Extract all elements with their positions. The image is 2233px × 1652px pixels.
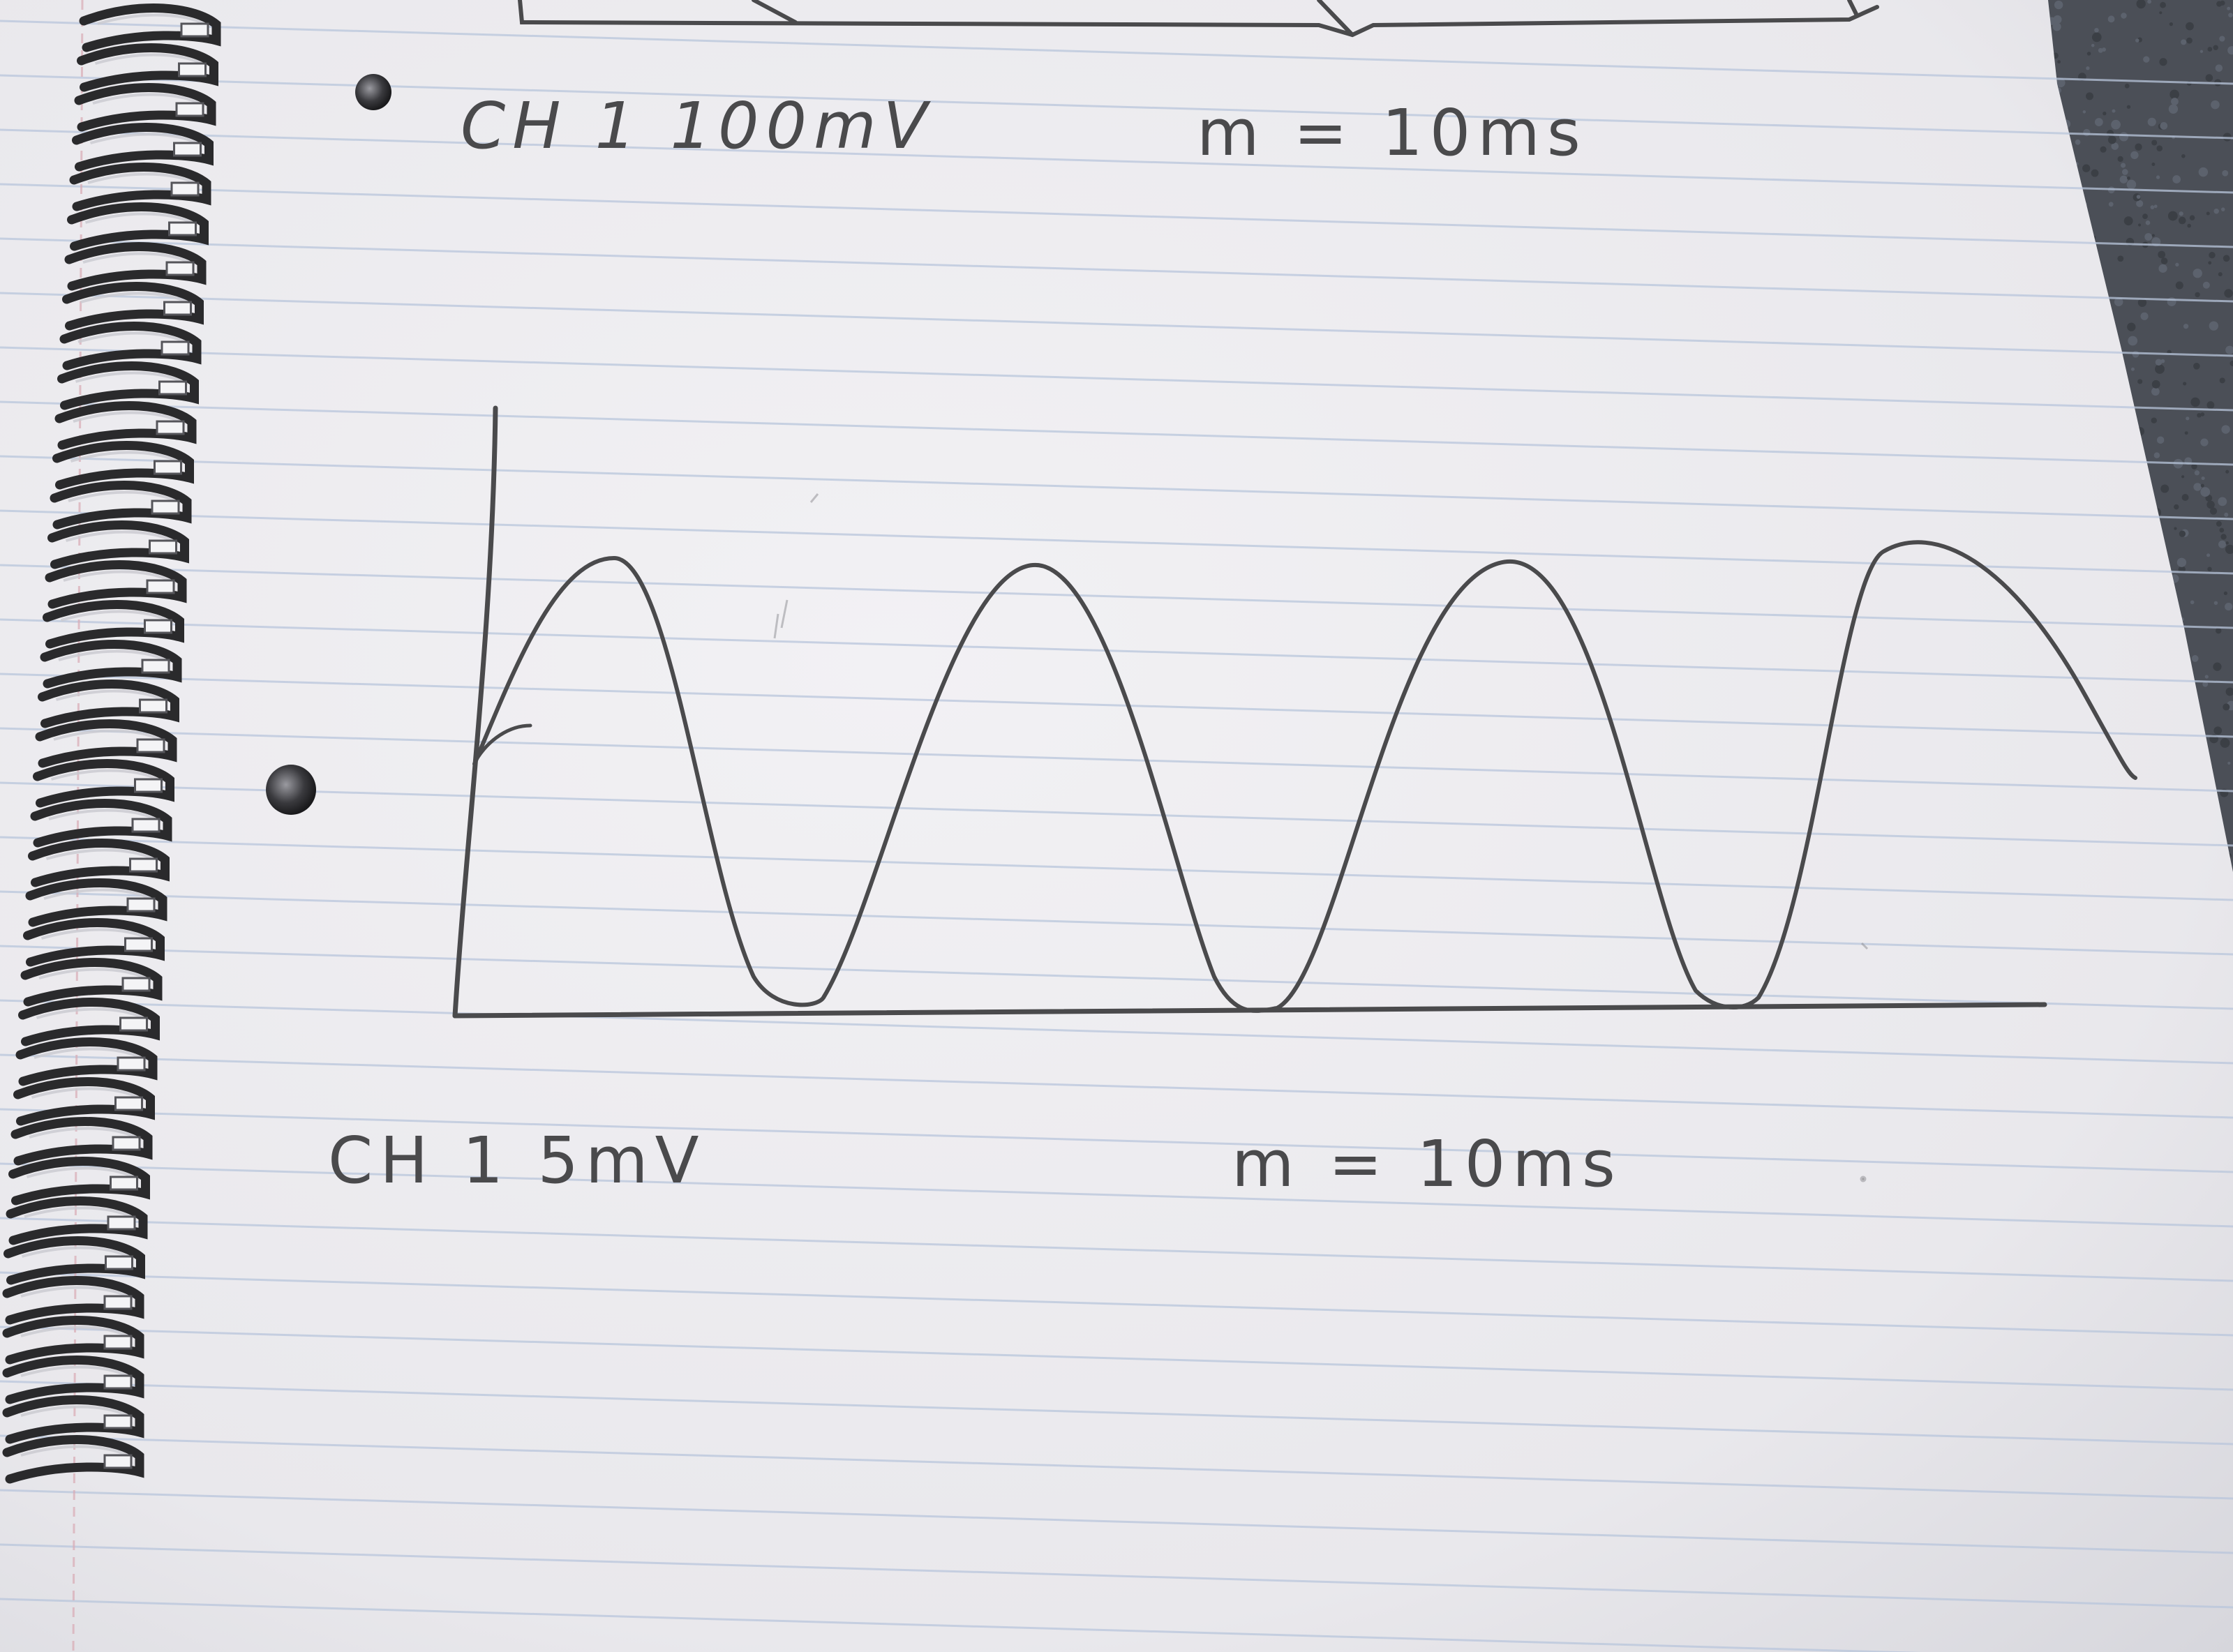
spiral-coil — [28, 839, 170, 887]
hole-punch-icon — [266, 74, 391, 815]
ruled-line — [0, 1108, 2233, 1173]
ruled-line — [0, 618, 2233, 684]
ruled-line — [0, 1543, 2233, 1609]
spiral-coil — [6, 1196, 148, 1245]
spiral-coil — [33, 759, 174, 808]
top-channel-label: CH 1 100mV — [461, 89, 934, 163]
ruled-line — [0, 1380, 2233, 1446]
spiral-coil — [67, 202, 209, 251]
ruled-line — [0, 1598, 1923, 1652]
spiral-coil — [50, 481, 192, 530]
spiral-coil — [52, 441, 194, 490]
spiral-coil — [25, 878, 167, 927]
ruled-line — [0, 836, 2233, 901]
ruled-line — [0, 999, 2233, 1065]
spiral-coil — [2, 1316, 144, 1365]
spiral-coil — [2, 1435, 144, 1484]
ruled-line — [0, 564, 2233, 629]
ruled-line — [0, 346, 2233, 412]
margin-line — [72, 0, 84, 1652]
spiral-coil — [18, 998, 160, 1046]
spiral-coil — [13, 1077, 155, 1126]
ruled-line — [0, 1217, 2233, 1282]
wave-start-stroke — [474, 723, 532, 763]
ruled-line — [0, 945, 2233, 1010]
spiral-coil — [2, 1395, 144, 1444]
spiral-coil — [2, 1276, 144, 1325]
ruled-line — [0, 20, 2233, 85]
spiral-coil — [15, 1037, 158, 1086]
ruled-line — [0, 1271, 2233, 1337]
pencil-smudges — [773, 493, 1869, 1182]
spiral-coil — [10, 1117, 153, 1166]
spiral-coil — [20, 958, 163, 1007]
spiral-coil — [54, 401, 197, 450]
spiral-coil — [38, 679, 179, 728]
spiral-coil — [57, 361, 199, 410]
previous-graph-fragment — [518, 0, 1879, 38]
spiral-coil — [47, 520, 189, 569]
sine-wave-sketch — [472, 540, 2137, 1013]
ruled-line — [0, 183, 2233, 248]
ruled-line — [0, 1326, 2233, 1391]
spiral-coil — [43, 600, 184, 649]
spiral-coil — [23, 918, 165, 967]
ruled-line — [0, 781, 2233, 847]
ruled-line — [0, 455, 2233, 520]
ruled-line — [0, 1053, 2233, 1119]
spiral-coil — [59, 322, 202, 370]
ruled-line — [0, 292, 2233, 357]
ruled-line — [0, 1162, 2233, 1228]
ruled-line — [0, 400, 2233, 466]
spiral-coil — [35, 719, 177, 768]
ruled-line — [0, 509, 2233, 575]
spiral-coil — [8, 1157, 150, 1206]
spiral-coil — [3, 1236, 145, 1285]
bottom-timebase-label: m = 10ms — [1232, 1127, 1622, 1201]
spiral-coil — [45, 560, 187, 609]
ruled-line — [0, 673, 2233, 738]
ruled-line — [0, 1434, 2233, 1500]
y-axis — [452, 405, 498, 1019]
spiral-coil — [69, 163, 211, 211]
spiral-coil — [79, 3, 221, 52]
spiral-coil — [30, 799, 172, 848]
spiral-coil — [74, 83, 216, 132]
spiral-coil — [2, 1356, 144, 1404]
ruled-line — [0, 128, 2233, 194]
spiral-coil — [72, 123, 214, 172]
ruled-line — [0, 727, 2233, 793]
ruled-line — [0, 890, 2233, 956]
bottom-channel-label: CH 1 5mV — [328, 1123, 706, 1198]
ruled-line — [0, 237, 2233, 303]
ruled-lines — [0, 20, 2233, 1652]
spiral-coil — [40, 640, 182, 689]
spiral-coil — [62, 282, 204, 331]
spiral-binding — [2, 3, 221, 1484]
spiral-coil — [77, 43, 218, 92]
spiral-coil — [64, 242, 207, 291]
top-timebase-label: m = 10ms — [1197, 96, 1588, 170]
ruled-line — [0, 1489, 2233, 1554]
